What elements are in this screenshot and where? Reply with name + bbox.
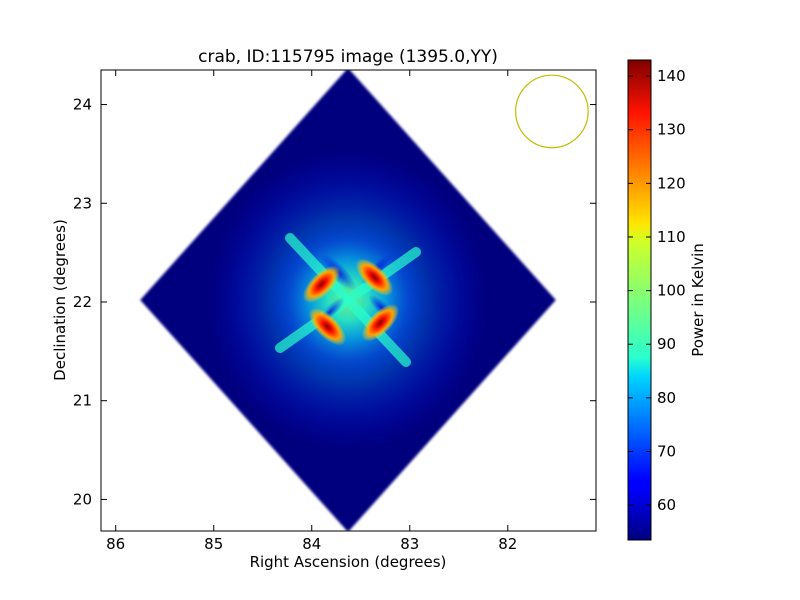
- colorbar: [627, 59, 652, 541]
- y-tick-label: 22: [73, 293, 92, 311]
- colorbar-tick-label: 130: [657, 121, 686, 139]
- lobe-upper-right: [355, 258, 394, 296]
- x-tick-label: 86: [106, 535, 125, 553]
- beam-marker: [515, 74, 589, 149]
- colorbar-tick-label: 110: [657, 228, 686, 246]
- y-axis-label: Declination (degrees): [51, 219, 69, 381]
- emission-layer: [208, 150, 489, 451]
- y-tick-label: 23: [73, 194, 92, 212]
- lobe-lower-right: [361, 304, 400, 342]
- chart-title: crab, ID:115795 image (1395.0,YY): [198, 47, 498, 67]
- colorbar-tick-label: 140: [657, 67, 686, 85]
- lobe-lower-left: [308, 307, 347, 346]
- colorbar-tick-label: 80: [657, 389, 676, 407]
- heatmap-image: [140, 70, 556, 531]
- x-axis-label: Right Ascension (degrees): [250, 553, 447, 571]
- colorbar-tick-label: 120: [657, 174, 686, 192]
- x-axis: 86 85 84 83 82: [106, 70, 517, 553]
- colorbar-label: Power in Kelvin: [689, 243, 707, 357]
- colorbar-tick-label: 90: [657, 335, 676, 353]
- colorbar-ticks: 60 70 80 90 100 110 120 130 140: [628, 67, 686, 514]
- colorbar-tick-label: 70: [657, 443, 676, 461]
- lobe-upper-left: [302, 265, 341, 303]
- x-tick-label: 82: [498, 535, 517, 553]
- ridge-diag-2: [275, 247, 422, 354]
- x-tick-label: 83: [400, 535, 419, 553]
- x-tick-label: 85: [204, 535, 223, 553]
- y-tick-label: 20: [73, 490, 92, 508]
- x-tick-label: 84: [302, 535, 321, 553]
- colorbar-tick-label: 60: [657, 496, 676, 514]
- y-tick-label: 21: [73, 392, 92, 410]
- plot-frame: [100, 69, 597, 532]
- y-tick-label: 24: [73, 96, 92, 114]
- y-axis: 20 21 22 23 24: [73, 96, 596, 508]
- colorbar-tick-label: 100: [657, 282, 686, 300]
